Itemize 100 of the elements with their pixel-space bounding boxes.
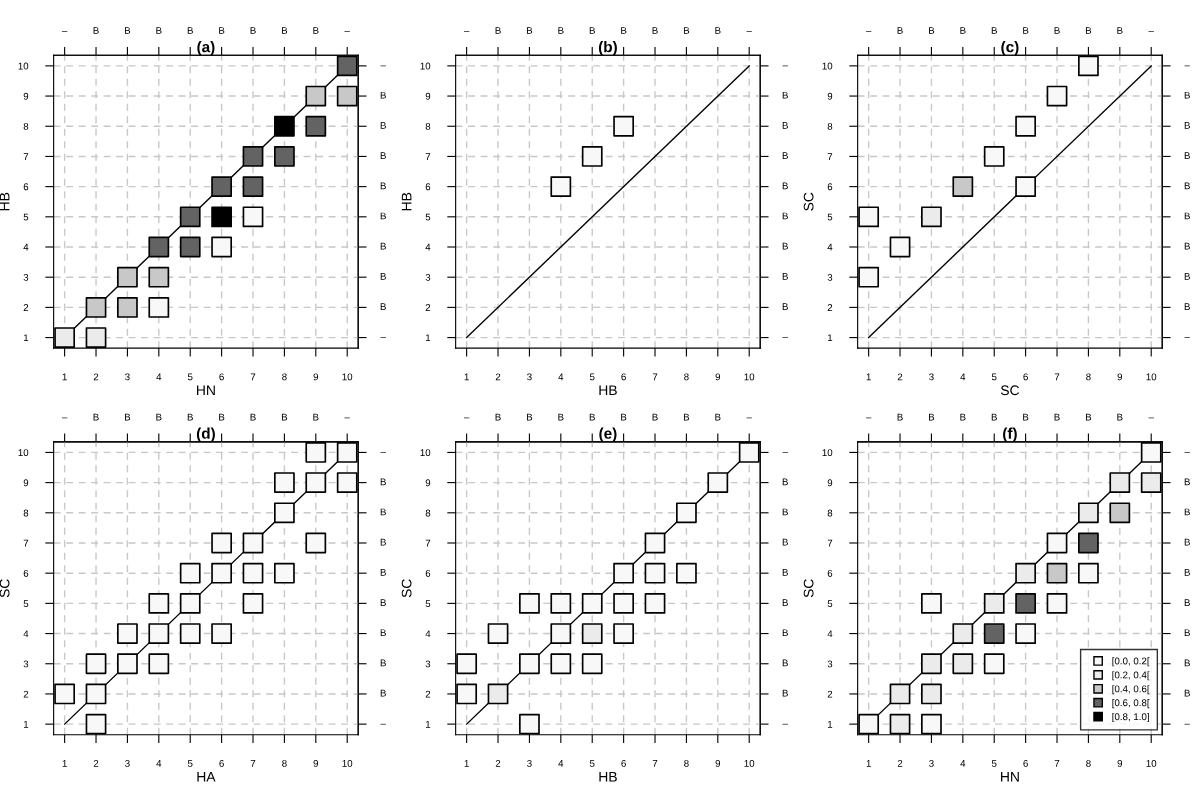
x-tick-label: 10 (744, 759, 755, 767)
text: – (61, 417, 68, 419)
text: B (281, 27, 288, 34)
y-tick-label: 9 (425, 92, 431, 100)
x-tick-label: 10 (342, 759, 353, 767)
point (581, 146, 603, 167)
text: B (683, 413, 690, 421)
x-tick-label: 5 (187, 760, 193, 767)
x-tick-label: 10 (1146, 759, 1157, 767)
point (211, 532, 233, 554)
y-tick-label: 4 (425, 630, 431, 638)
text: B (715, 413, 721, 421)
text: B (1184, 122, 1190, 129)
text: – (380, 723, 386, 725)
x-tick-label: 2 (93, 759, 99, 767)
point (1078, 562, 1099, 584)
point (1140, 472, 1162, 494)
x-tick-label: 5 (187, 373, 193, 381)
point (117, 623, 138, 644)
text: – (782, 452, 788, 453)
point (305, 532, 327, 554)
text: – (746, 31, 752, 32)
y-tick-label: 3 (23, 273, 29, 281)
point (644, 592, 666, 614)
point (273, 472, 295, 494)
y-tick-label: 9 (425, 479, 431, 487)
x-tick-label: 4 (156, 760, 162, 767)
text: B (93, 27, 99, 34)
text: B (1117, 413, 1123, 421)
text: B (380, 478, 386, 486)
text: B (495, 413, 501, 421)
point (613, 562, 635, 584)
text: B (495, 27, 501, 34)
y-tick-label: 2 (425, 690, 431, 698)
chart-title: (c) (1001, 41, 1019, 56)
text: B (1184, 659, 1190, 667)
text: B (589, 27, 595, 34)
point (952, 653, 974, 675)
y-tick-label: 5 (827, 600, 833, 607)
text: B (124, 413, 131, 421)
y-tick-label: 5 (827, 213, 833, 221)
x-tick-label: 6 (621, 759, 626, 767)
text: B (558, 413, 564, 421)
y-tick-label: 8 (827, 509, 833, 517)
y-tick-label: 8 (425, 509, 431, 517)
text: B (1184, 569, 1190, 576)
y-tick-label: 3 (425, 273, 431, 281)
text: B (1184, 478, 1190, 486)
text: B (219, 27, 225, 34)
x-tick-label: 6 (1023, 759, 1028, 767)
y-axis-title: SC (0, 579, 10, 598)
y-tick-label: 7 (827, 539, 833, 547)
point (273, 146, 295, 167)
text: B (1023, 27, 1029, 34)
x-tick-label: 9 (715, 759, 721, 767)
point (550, 592, 572, 614)
y-tick-label: 6 (827, 183, 833, 191)
text: – (1148, 417, 1154, 419)
y-tick-label: 10 (420, 62, 431, 70)
text: B (156, 27, 162, 34)
point (858, 713, 880, 735)
text: B (782, 182, 788, 190)
text: B (380, 152, 386, 159)
point (1046, 562, 1068, 584)
text: B (380, 599, 386, 606)
text: – (1184, 65, 1190, 67)
y-tick-label: 10 (822, 62, 833, 70)
point (179, 562, 201, 584)
x-tick-label: 8 (1086, 759, 1091, 767)
y-tick-label: 4 (827, 243, 833, 251)
point (1078, 55, 1099, 77)
text: – (463, 417, 470, 419)
text: B (621, 413, 627, 421)
point (85, 653, 107, 675)
point (550, 623, 572, 644)
text: B (782, 538, 788, 546)
text: – (380, 65, 386, 67)
point (707, 472, 729, 494)
point (550, 653, 572, 675)
y-tick-label: 7 (425, 153, 431, 160)
y-tick-label: 1 (23, 720, 29, 728)
y-tick-label: 6 (425, 569, 431, 577)
text: B (928, 27, 935, 34)
text: – (1184, 452, 1190, 453)
point (858, 206, 880, 228)
point (1109, 472, 1131, 494)
x-tick-label: 2 (897, 373, 903, 381)
y-axis-title: HB (401, 192, 412, 211)
point (1015, 623, 1037, 644)
y-axis-title: SC (803, 192, 814, 211)
point (179, 623, 201, 644)
x-tick-label: 7 (652, 373, 658, 381)
x-tick-label: 4 (558, 760, 564, 767)
text: B (380, 629, 386, 637)
point (117, 296, 138, 318)
text: B (782, 569, 788, 576)
x-tick-label: 9 (715, 373, 721, 381)
text: B (380, 659, 386, 667)
point (1078, 502, 1099, 524)
x-axis-title: HB (599, 772, 617, 782)
